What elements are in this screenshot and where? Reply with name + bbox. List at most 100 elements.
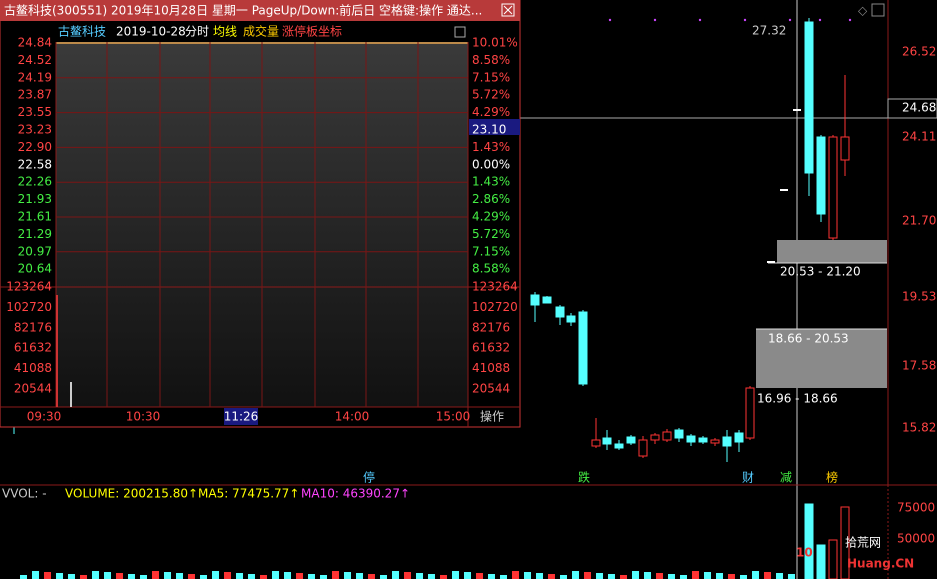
price-box <box>887 98 937 119</box>
vol-bar <box>44 572 51 579</box>
stock-name: 古鳌科技 <box>58 24 106 39</box>
candle-body <box>662 431 672 441</box>
event-marker: 停 <box>363 470 375 485</box>
vol-label: 20544 <box>14 382 52 396</box>
date: 2019-10-28 <box>116 25 186 39</box>
event-marker: 减 <box>780 471 792 485</box>
vol-bar <box>116 573 123 579</box>
vol-bar <box>464 572 471 579</box>
time-label: 11:26 <box>224 410 259 424</box>
vol-label: 41088 <box>14 361 52 375</box>
watermark-logo: 10 <box>796 546 813 560</box>
vol-bar <box>692 571 699 579</box>
vol-label: 82176 <box>14 320 52 334</box>
vol-bar <box>620 575 627 579</box>
time-label: 14:00 <box>335 410 370 424</box>
price-axis-label: 15.82 <box>902 421 936 435</box>
vol-bar <box>416 573 423 579</box>
vol-bar <box>284 572 291 579</box>
dot <box>743 18 747 22</box>
vol-bar <box>644 572 651 579</box>
price-axis-label: 24.11 <box>902 130 936 144</box>
zone-box <box>777 240 887 263</box>
close-button[interactable] <box>501 3 515 17</box>
vol-bar <box>224 572 231 579</box>
vol-label: 61632 <box>472 341 510 355</box>
price-label: 23.55 <box>18 105 52 119</box>
price-highlight <box>469 119 520 135</box>
dot <box>608 18 612 22</box>
vol-bar <box>332 571 339 579</box>
price-label: 21.61 <box>18 210 52 224</box>
vol-bar <box>512 571 519 579</box>
candle-body <box>614 443 624 449</box>
candle-body <box>816 136 826 215</box>
pct-label: 8.58% <box>472 262 510 276</box>
candle-body <box>828 136 838 239</box>
vol-label: 102720 <box>6 300 52 314</box>
candle-body <box>591 439 601 447</box>
action-button[interactable]: 操作 <box>480 409 504 424</box>
dot <box>818 18 822 22</box>
vol-bar <box>524 572 531 579</box>
vol-bar <box>296 573 303 579</box>
vol-bar <box>788 574 795 579</box>
vol-bar <box>20 575 27 579</box>
candle-body <box>710 439 720 444</box>
vol-bar <box>380 575 387 579</box>
vol-bar <box>452 571 459 579</box>
candle-body <box>626 436 636 444</box>
vol-bar <box>248 574 255 579</box>
pct-label: 8.58% <box>472 53 510 67</box>
pct-label: 10.01% <box>472 36 518 50</box>
pct-label: 1.43% <box>472 175 510 189</box>
vol-bar <box>680 575 687 579</box>
dot <box>653 18 657 22</box>
vol-bar <box>212 571 219 579</box>
vol-bar <box>764 572 771 579</box>
icon: ◇ <box>858 4 868 18</box>
dot <box>788 18 792 22</box>
vol-label: 61632 <box>14 341 52 355</box>
vol-bar <box>440 575 447 579</box>
candle-body <box>650 434 660 441</box>
vol-bar <box>56 295 58 407</box>
vol-bar <box>260 575 267 579</box>
price-axis-label: 24.68 <box>902 101 936 115</box>
grid <box>56 42 468 407</box>
pct-label: 1.43% <box>472 140 510 154</box>
vol-axis-label: 50000 <box>897 532 935 546</box>
vol-bar <box>584 572 591 579</box>
vol-bar <box>548 574 555 579</box>
vol-bar <box>164 572 171 579</box>
time-label: 15:00 <box>436 410 471 424</box>
vol-bar <box>344 572 351 579</box>
vol-axis-label: 75000 <box>897 501 935 515</box>
vol-bar <box>200 575 207 579</box>
vol-bar <box>92 571 99 579</box>
candle-body <box>555 306 565 318</box>
vol-bar <box>320 575 327 579</box>
vol-bar <box>356 573 363 579</box>
vvol: VVOL: - <box>2 487 47 501</box>
vol-bar <box>476 573 483 579</box>
vol-bar <box>728 574 735 579</box>
candle-body <box>686 435 696 443</box>
vol-bar <box>608 574 615 579</box>
pct-label: 23.10 <box>472 123 506 137</box>
price-axis-label: 17.58 <box>902 359 936 373</box>
price-axis-label: 26.52 <box>902 45 936 59</box>
pct-label: 7.15% <box>472 70 510 84</box>
candle-body <box>602 437 612 445</box>
vol-bar <box>752 571 759 579</box>
vol-bar <box>668 574 675 579</box>
candle-body <box>722 436 732 447</box>
mode: 分时 <box>185 25 209 39</box>
vol-bar <box>368 574 375 579</box>
vol-bar <box>236 573 243 579</box>
vol-bar <box>828 539 838 579</box>
candles <box>13 18 852 462</box>
candle-body <box>542 296 552 304</box>
vol-bar <box>188 574 195 579</box>
